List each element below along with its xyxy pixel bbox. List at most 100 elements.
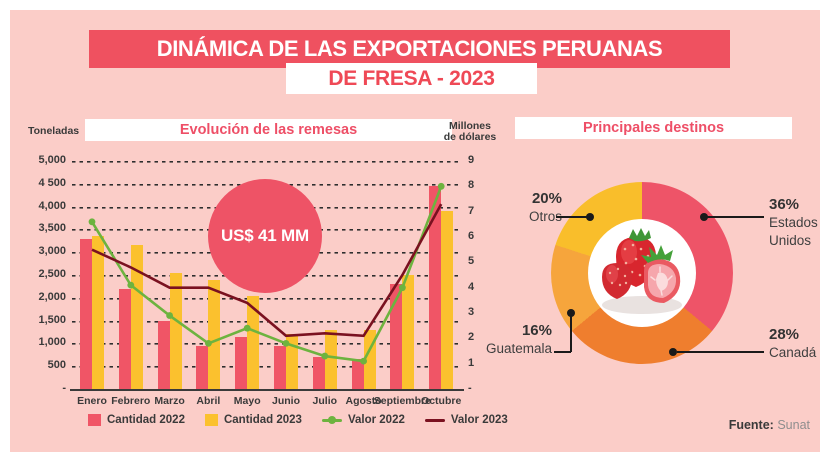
left-axis-tick: 2,000 <box>38 290 66 303</box>
point-valor-2022-enero <box>88 218 96 226</box>
legend-label: Cantidad 2023 <box>223 414 302 426</box>
bar-cantidad-2022-mayo <box>235 336 248 389</box>
x-axis-line <box>70 389 464 391</box>
left-axis-tick: 3,500 <box>38 222 66 235</box>
legend-label: Valor 2022 <box>347 414 405 426</box>
point-valor-2022-septiembre <box>399 284 406 292</box>
left-axis-tick: 1,000 <box>38 336 66 349</box>
connector-line-otros <box>556 216 588 218</box>
right-chart-header: Principales destinos <box>515 117 792 139</box>
callout-otros: 20% Otros <box>498 190 562 226</box>
month-label-julio: Julio <box>312 395 338 407</box>
gridline <box>72 297 462 300</box>
bar-cantidad-2022-octubre <box>429 186 442 389</box>
bar-cantidad-2022-abril <box>196 345 209 389</box>
left-axis-tick-labels: 5,000 4 500 4,000 3,500 3,000 2,500 2,000 1,500… <box>22 154 66 394</box>
point-valor-2022-abril <box>205 340 212 347</box>
subtitle-box: DE FRESA - 2023 <box>286 63 537 94</box>
month-label-enero: Enero <box>77 395 107 407</box>
right-chart-title: Principales destinos <box>582 120 725 136</box>
connector-line-estados-unidos <box>706 216 764 218</box>
callout-label: Estados Unidos <box>769 215 818 248</box>
point-valor-2022-agosto <box>360 357 367 365</box>
callout-estados-unidos: 36% Estados Unidos <box>769 196 820 250</box>
bar-cantidad-2022-agosto <box>351 359 364 389</box>
total-value-badge: US$ 41 MM <box>208 179 322 293</box>
bar-cantidad-2023-octubre <box>441 211 454 389</box>
right-axis-tick: 8 <box>468 179 475 192</box>
callout-pct: 16% <box>521 322 552 339</box>
right-axis-tick: 6 <box>468 230 475 242</box>
strawberries-image <box>602 228 682 314</box>
month-label-octubre: Octubre <box>421 395 462 407</box>
bar-cantidad-2022-junio <box>274 345 286 389</box>
legend-item-valor-2023: Valor 2023 <box>424 414 508 426</box>
left-chart-title: Evolución de las remesas <box>179 122 358 138</box>
bar-cantidad-2022-julio <box>312 357 325 389</box>
callout-label: Canadá <box>769 345 817 360</box>
left-axis-tick: - <box>62 382 66 394</box>
connector-dot-otros <box>586 213 594 221</box>
legend-swatch-yellow <box>204 414 218 426</box>
gridline <box>72 343 462 346</box>
right-axis-title-line2: de dólares <box>443 131 497 143</box>
callout-label: Otros <box>528 209 562 224</box>
point-valor-2022-julio <box>321 352 329 360</box>
main-title: DINÁMICA DE LAS EXPORTACIONES PERUANAS <box>156 36 663 61</box>
source-note: Fuente: Sunat <box>680 418 810 432</box>
gridline <box>72 161 462 163</box>
line-valor-2023 <box>91 203 443 338</box>
month-label-mayo: Mayo <box>233 395 261 407</box>
right-axis-tick: 9 <box>468 154 475 166</box>
bar-cantidad-2023-julio <box>324 329 337 389</box>
connector-line-guatemala-horizontal <box>554 351 571 353</box>
source-value: Sunat <box>777 418 810 432</box>
callout-pct: 20% <box>531 190 562 207</box>
callout-pct: 28% <box>769 326 800 343</box>
bar-cantidad-2023-enero <box>92 236 104 389</box>
left-axis-tick: 5,000 <box>38 154 66 166</box>
right-axis-title: Millones de dólares <box>442 121 498 143</box>
callout-label: Guatemala <box>485 341 552 356</box>
bar-cantidad-2023-abril <box>208 279 221 389</box>
legend-swatch-red <box>88 414 101 426</box>
x-axis-month-labels: Enero Febrero Marzo Abril Mayo Junio Julio Agos… <box>72 395 462 409</box>
bar-cantidad-2023-septiembre <box>402 275 415 389</box>
right-axis-tick: 2 <box>468 331 475 344</box>
month-label-agosto: Agosto <box>345 395 382 407</box>
left-axis-tick: 4,000 <box>38 199 66 212</box>
donut-center <box>588 219 696 327</box>
legend-item-cantidad-2023: Cantidad 2023 <box>204 414 302 426</box>
bar-cantidad-2022-marzo <box>157 320 170 389</box>
chart-legend: Cantidad 2022 Cantidad 2023 Valor 2022 V… <box>88 414 508 426</box>
point-valor-2022-octubre <box>437 182 445 190</box>
left-axis-tick: 2,500 <box>38 268 66 280</box>
connector-dot-canada <box>669 348 677 356</box>
connector-dot-guatemala <box>567 309 575 317</box>
total-value-text: US$ 41 MM <box>221 226 309 245</box>
gridline <box>72 320 462 323</box>
legend-marker-green-line <box>321 416 342 424</box>
right-axis-tick: 5 <box>468 255 475 268</box>
right-axis-tick: 1 <box>468 356 475 369</box>
connector-line-canada <box>677 351 764 353</box>
callout-canada: 28% Canadá <box>769 326 820 362</box>
left-axis-tick: 1,500 <box>38 313 66 326</box>
right-axis-tick: - <box>468 382 472 394</box>
bar-cantidad-2022-febrero <box>118 288 131 389</box>
right-axis-title-line1: Millones <box>448 120 491 132</box>
point-valor-2022-marzo <box>166 312 173 319</box>
left-axis-title: Toneladas <box>28 125 80 137</box>
infographic-background: DINÁMICA DE LAS EXPORTACIONES PERUANAS D… <box>10 10 820 452</box>
bar-cantidad-2022-septiembre <box>390 284 403 389</box>
left-chart-header: Evolución de las remesas <box>85 119 452 141</box>
month-label-septiembre: Septiembre <box>373 395 431 407</box>
month-label-marzo: Marzo <box>154 395 185 407</box>
value-lines-layer <box>88 182 445 365</box>
month-label-febrero: Febrero <box>111 395 151 407</box>
combo-chart-plot-area <box>72 161 462 389</box>
right-axis-tick-labels: 9 8 7 6 5 4 3 2 1 - <box>468 154 488 394</box>
callout-pct: 36% <box>769 196 800 213</box>
bar-cantidad-2023-marzo <box>169 272 182 389</box>
bar-cantidad-2023-febrero <box>130 245 143 389</box>
